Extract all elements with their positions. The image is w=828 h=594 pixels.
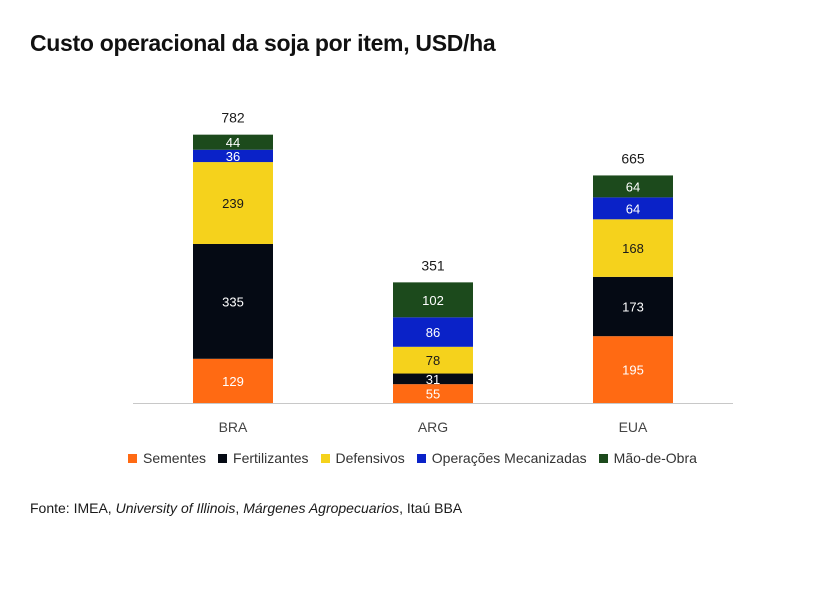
bar-value-label: 239 <box>222 196 244 211</box>
chart-legend: Sementes Fertilizantes Defensivos Operações… <box>128 450 697 466</box>
bar-value-label: 36 <box>226 149 240 164</box>
legend-label: Mão-de-Obra <box>613 450 697 466</box>
chart-title: Custo operacional da soja por item, USD/… <box>30 30 496 56</box>
legend-swatch <box>128 453 137 463</box>
x-tick-label: ARG <box>418 419 448 435</box>
legend-swatch <box>416 453 426 463</box>
bar-value-label: 44 <box>226 135 240 150</box>
x-tick-label: BRA <box>219 419 248 435</box>
legend-swatch <box>218 453 228 463</box>
bar-segment-bra-1 <box>193 243 273 359</box>
bar-value-label: 86 <box>426 325 440 340</box>
bar-segment-eua-4 <box>593 175 673 198</box>
bar-segment-arg-3 <box>393 317 473 347</box>
bar-value-label: 78 <box>426 353 440 368</box>
legend-item: Sementes <box>128 450 206 466</box>
bar-segment-eua-1 <box>593 276 673 337</box>
source-note: Fonte: IMEA, University of Illinois, Már… <box>30 500 462 516</box>
bar-value-label: 335 <box>222 294 244 309</box>
legend-item: Mão-de-Obra <box>598 450 697 466</box>
legend-swatch <box>320 453 330 463</box>
bar-value-label: 64 <box>626 179 640 194</box>
bar-value-label: 173 <box>622 300 644 315</box>
bar-segment-arg-2 <box>393 346 473 374</box>
source-sep: , <box>235 500 244 516</box>
bar-total-label: 351 <box>421 257 445 273</box>
bar-value-label: 55 <box>426 387 440 402</box>
legend-item: Defensivos <box>320 450 405 466</box>
bar-total-label: 782 <box>221 110 245 126</box>
legend-item: Operações Mecanizadas <box>416 450 587 466</box>
source-suffix: , Itaú BBA <box>399 500 463 516</box>
bar-total-label: 665 <box>621 150 645 166</box>
bar-value-label: 195 <box>622 363 644 378</box>
legend-swatch <box>598 453 608 463</box>
bar-segment-bra-4 <box>193 134 273 150</box>
source-university: University of Illinois <box>115 500 236 516</box>
bar-value-label: 102 <box>422 293 444 308</box>
bar-segment-eua-0 <box>593 336 673 403</box>
legend-label: Defensivos <box>335 450 405 466</box>
legend-item: Fertilizantes <box>218 450 309 466</box>
bar-segment-eua-3 <box>593 197 673 220</box>
bar-segment-bra-2 <box>193 162 273 244</box>
bar-segment-arg-4 <box>393 282 473 318</box>
bar-segment-bra-3 <box>193 149 273 163</box>
legend-label: Sementes <box>143 450 207 466</box>
legend-label: Operações Mecanizadas <box>431 450 587 466</box>
bar-value-label: 129 <box>222 374 244 389</box>
legend-label: Fertilizantes <box>233 450 309 466</box>
source-prefix: Fonte: IMEA, <box>30 500 116 516</box>
bar-value-label: 168 <box>622 241 644 256</box>
source-margenes: Márgenes Agropecuarios <box>243 500 400 516</box>
bar-segment-arg-1 <box>393 373 473 385</box>
bar-segment-eua-2 <box>593 219 673 277</box>
bar-value-label: 64 <box>626 201 640 216</box>
bar-segment-bra-0 <box>193 358 273 403</box>
bar-value-label: 31 <box>426 372 440 387</box>
x-tick-label: EUA <box>619 419 648 435</box>
bar-segment-arg-0 <box>393 384 473 403</box>
